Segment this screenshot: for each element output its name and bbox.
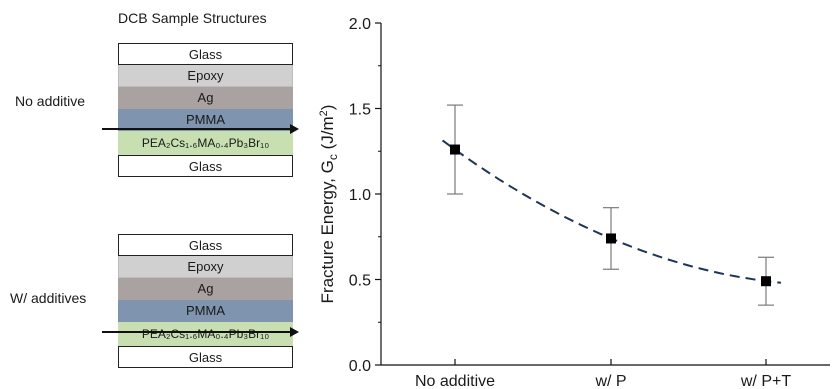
- point-marker: [761, 276, 771, 286]
- x-ticks: No additive w/ P w/ P+T: [415, 359, 791, 389]
- x-tick-label: w/ P: [594, 373, 626, 389]
- y-axis-label: Fracture Energy, Gc (J/m2): [318, 105, 340, 304]
- point-marker: [606, 233, 616, 243]
- y-tick-label: 1.0: [349, 187, 371, 204]
- y-tick-label: 1.5: [349, 102, 371, 119]
- point-marker: [450, 145, 460, 155]
- data-points: [447, 105, 774, 305]
- fit-curve: [443, 140, 782, 282]
- y-tick-label: 0.5: [349, 273, 371, 290]
- data-point: [447, 105, 463, 194]
- x-tick-label: w/ P+T: [740, 373, 791, 389]
- x-tick-label: No additive: [415, 373, 495, 389]
- y-tick-label: 0.0: [349, 358, 371, 375]
- y-ticks: 0.0 0.5 1.0 1.5 2.0: [349, 16, 381, 375]
- data-point: [758, 257, 774, 305]
- data-point: [603, 208, 619, 270]
- y-tick-label: 2.0: [349, 16, 371, 33]
